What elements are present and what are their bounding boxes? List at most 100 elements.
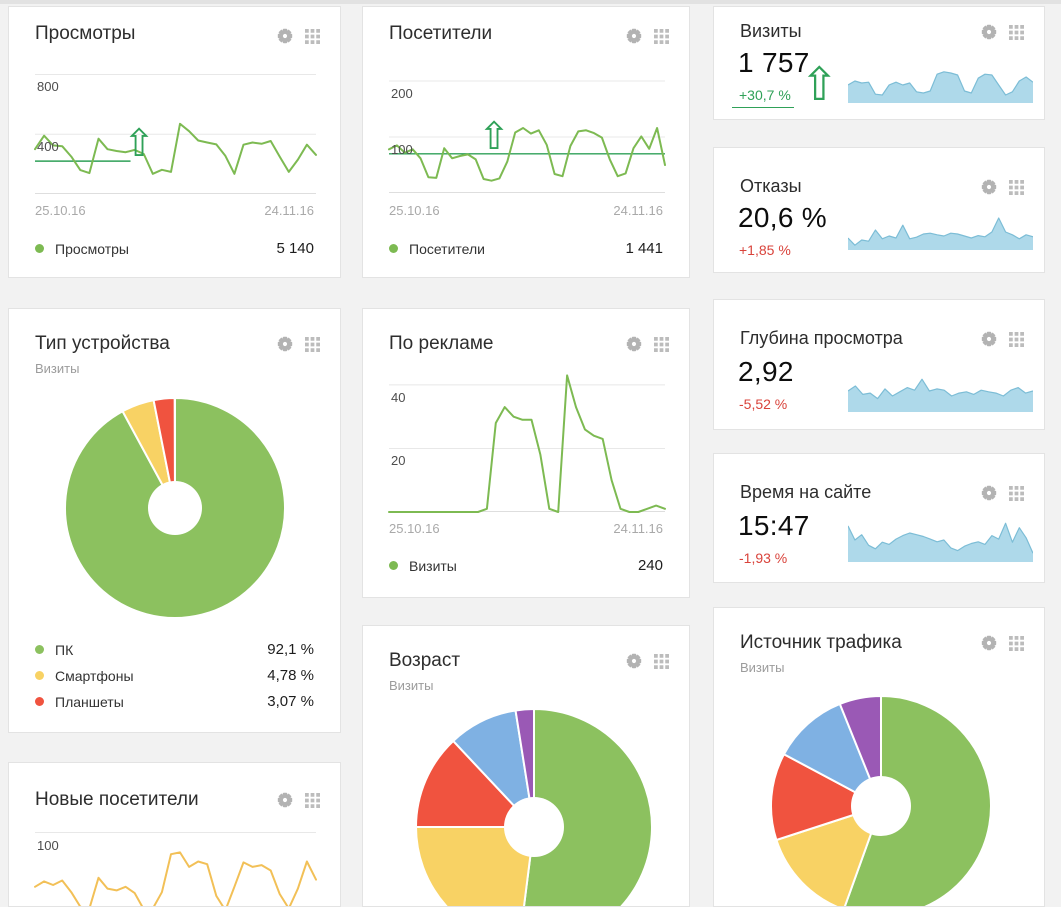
new-visitors-line-chart[interactable]: 100	[34, 828, 317, 906]
date-end: 24.11.16	[264, 203, 314, 218]
page-top-edge	[0, 0, 1061, 4]
widget-subtitle: Визиты	[389, 678, 434, 693]
drag-handle-icon[interactable]	[654, 28, 669, 44]
settings-gear-icon[interactable]	[980, 634, 998, 652]
date-start: 25.10.16	[389, 521, 440, 536]
widget-subtitle: Визиты	[35, 361, 80, 376]
settings-gear-icon[interactable]	[276, 27, 294, 45]
widget-ads: По рекламе 40 20 25.10.16 24.11.16 Визиты…	[362, 308, 690, 598]
y-axis-label: 100	[37, 837, 59, 853]
widget-title: По рекламе	[389, 333, 494, 354]
legend-value: 3,07 %	[267, 693, 314, 710]
widget-time: Время на сайте 15:47 -1,93 %	[713, 453, 1045, 583]
drag-handle-icon[interactable]	[305, 792, 320, 808]
widget-views: Просмотры 800 400 ⇧ 25.10.16 24.11.16 Прос…	[8, 6, 341, 278]
widget-title: Источник трафика	[740, 632, 902, 653]
legend-label: Посетители	[409, 240, 485, 257]
y-axis-label: 400	[37, 139, 59, 155]
legend-dot	[389, 561, 398, 570]
y-axis-label: 20	[391, 453, 406, 469]
drag-handle-icon[interactable]	[1009, 331, 1024, 347]
settings-gear-icon[interactable]	[980, 23, 998, 41]
widget-bounces: Отказы 20,6 % +1,85 %	[713, 147, 1045, 273]
widget-new-visitors: Новые посетители 100	[8, 762, 341, 907]
average-up-arrow: ⇧	[478, 113, 510, 158]
metric-value: 1 757	[738, 47, 810, 78]
widget-subtitle: Визиты	[740, 660, 785, 675]
widget-title: Новые посетители	[35, 789, 199, 810]
settings-gear-icon[interactable]	[276, 335, 294, 353]
visitors-line-chart[interactable]: 200 100 ⇧	[388, 67, 666, 193]
time-sparkline[interactable]	[848, 518, 1033, 562]
drag-handle-icon[interactable]	[1009, 485, 1024, 501]
widget-visitors: Посетители 200 100 ⇧ 25.10.16 24.11.16 Пос…	[362, 6, 690, 278]
pie-legend-item: Смартфоны 4,78 %	[35, 667, 314, 684]
legend-label: Смартфоны	[55, 667, 134, 684]
pie-legend-item: Планшеты 3,07 %	[35, 693, 314, 710]
drag-handle-icon[interactable]	[305, 336, 320, 352]
date-start: 25.10.16	[35, 203, 86, 218]
widget-depth: Глубина просмотра 2,92 -5,52 %	[713, 299, 1045, 430]
legend-dot	[35, 671, 44, 680]
settings-gear-icon[interactable]	[625, 27, 643, 45]
age-pie-chart[interactable]	[363, 626, 689, 906]
legend-value: 92,1 %	[267, 641, 314, 658]
widget-title: Возраст	[389, 650, 461, 671]
metric-delta: -1,93 %	[739, 550, 788, 566]
pie-legend-item: ПК 92,1 %	[35, 641, 314, 658]
widget-title: Время на сайте	[740, 482, 872, 502]
legend-value: 1 441	[625, 240, 663, 257]
bounces-sparkline[interactable]	[848, 210, 1033, 250]
date-start: 25.10.16	[389, 203, 440, 218]
settings-gear-icon[interactable]	[980, 330, 998, 348]
settings-gear-icon[interactable]	[276, 791, 294, 809]
legend-label: Планшеты	[55, 693, 124, 710]
drag-handle-icon[interactable]	[305, 28, 320, 44]
average-up-arrow: ⇧	[123, 121, 155, 166]
legend-value: 4,78 %	[267, 667, 314, 684]
drag-handle-icon[interactable]	[654, 653, 669, 669]
legend-dot	[35, 244, 44, 253]
date-end: 24.11.16	[613, 203, 663, 218]
widget-visits: Визиты 1 757 +30,7 % ⇧	[713, 6, 1045, 120]
y-axis-label: 800	[37, 79, 59, 95]
legend-value: 240	[637, 557, 663, 574]
y-axis-label: 40	[391, 389, 406, 405]
settings-gear-icon[interactable]	[625, 652, 643, 670]
legend-value: 5 140	[276, 240, 314, 257]
settings-gear-icon[interactable]	[625, 335, 643, 353]
date-end: 24.11.16	[613, 521, 663, 536]
metric-value: 15:47	[738, 510, 810, 541]
visits-sparkline[interactable]	[848, 63, 1033, 103]
drag-handle-icon[interactable]	[654, 336, 669, 352]
drag-handle-icon[interactable]	[1009, 179, 1024, 195]
legend-label: Просмотры	[55, 240, 129, 257]
metric-value: 20,6 %	[738, 202, 827, 233]
y-axis-label: 200	[391, 86, 413, 101]
drag-handle-icon[interactable]	[1009, 24, 1024, 40]
trend-up-arrow: ⇧	[800, 57, 839, 111]
y-axis-label: 100	[391, 142, 413, 157]
widget-title: Просмотры	[35, 23, 136, 44]
settings-gear-icon[interactable]	[980, 178, 998, 196]
widget-title: Отказы	[740, 176, 802, 196]
metric-delta: +1,85 %	[739, 242, 791, 258]
widget-age: Возраст Визиты	[362, 625, 690, 907]
legend-dot	[35, 697, 44, 706]
legend-dot	[35, 645, 44, 654]
widget-title: Глубина просмотра	[740, 328, 903, 348]
widget-title: Тип устройства	[35, 333, 170, 354]
legend-label: ПК	[55, 641, 74, 658]
metric-value: 2,92	[738, 356, 794, 387]
views-line-chart[interactable]: 800 400 ⇧	[34, 67, 317, 194]
settings-gear-icon[interactable]	[980, 484, 998, 502]
traffic-source-pie-chart[interactable]	[714, 608, 1044, 906]
widget-title: Посетители	[389, 23, 493, 44]
delta-underline	[732, 107, 794, 108]
drag-handle-icon[interactable]	[1009, 635, 1024, 651]
widget-traffic-source: Источник трафика Визиты	[713, 607, 1045, 907]
legend-dot	[389, 244, 398, 253]
depth-sparkline[interactable]	[848, 370, 1033, 412]
ads-line-chart[interactable]: 40 20	[388, 369, 666, 513]
device-type-pie-chart[interactable]	[9, 309, 340, 732]
